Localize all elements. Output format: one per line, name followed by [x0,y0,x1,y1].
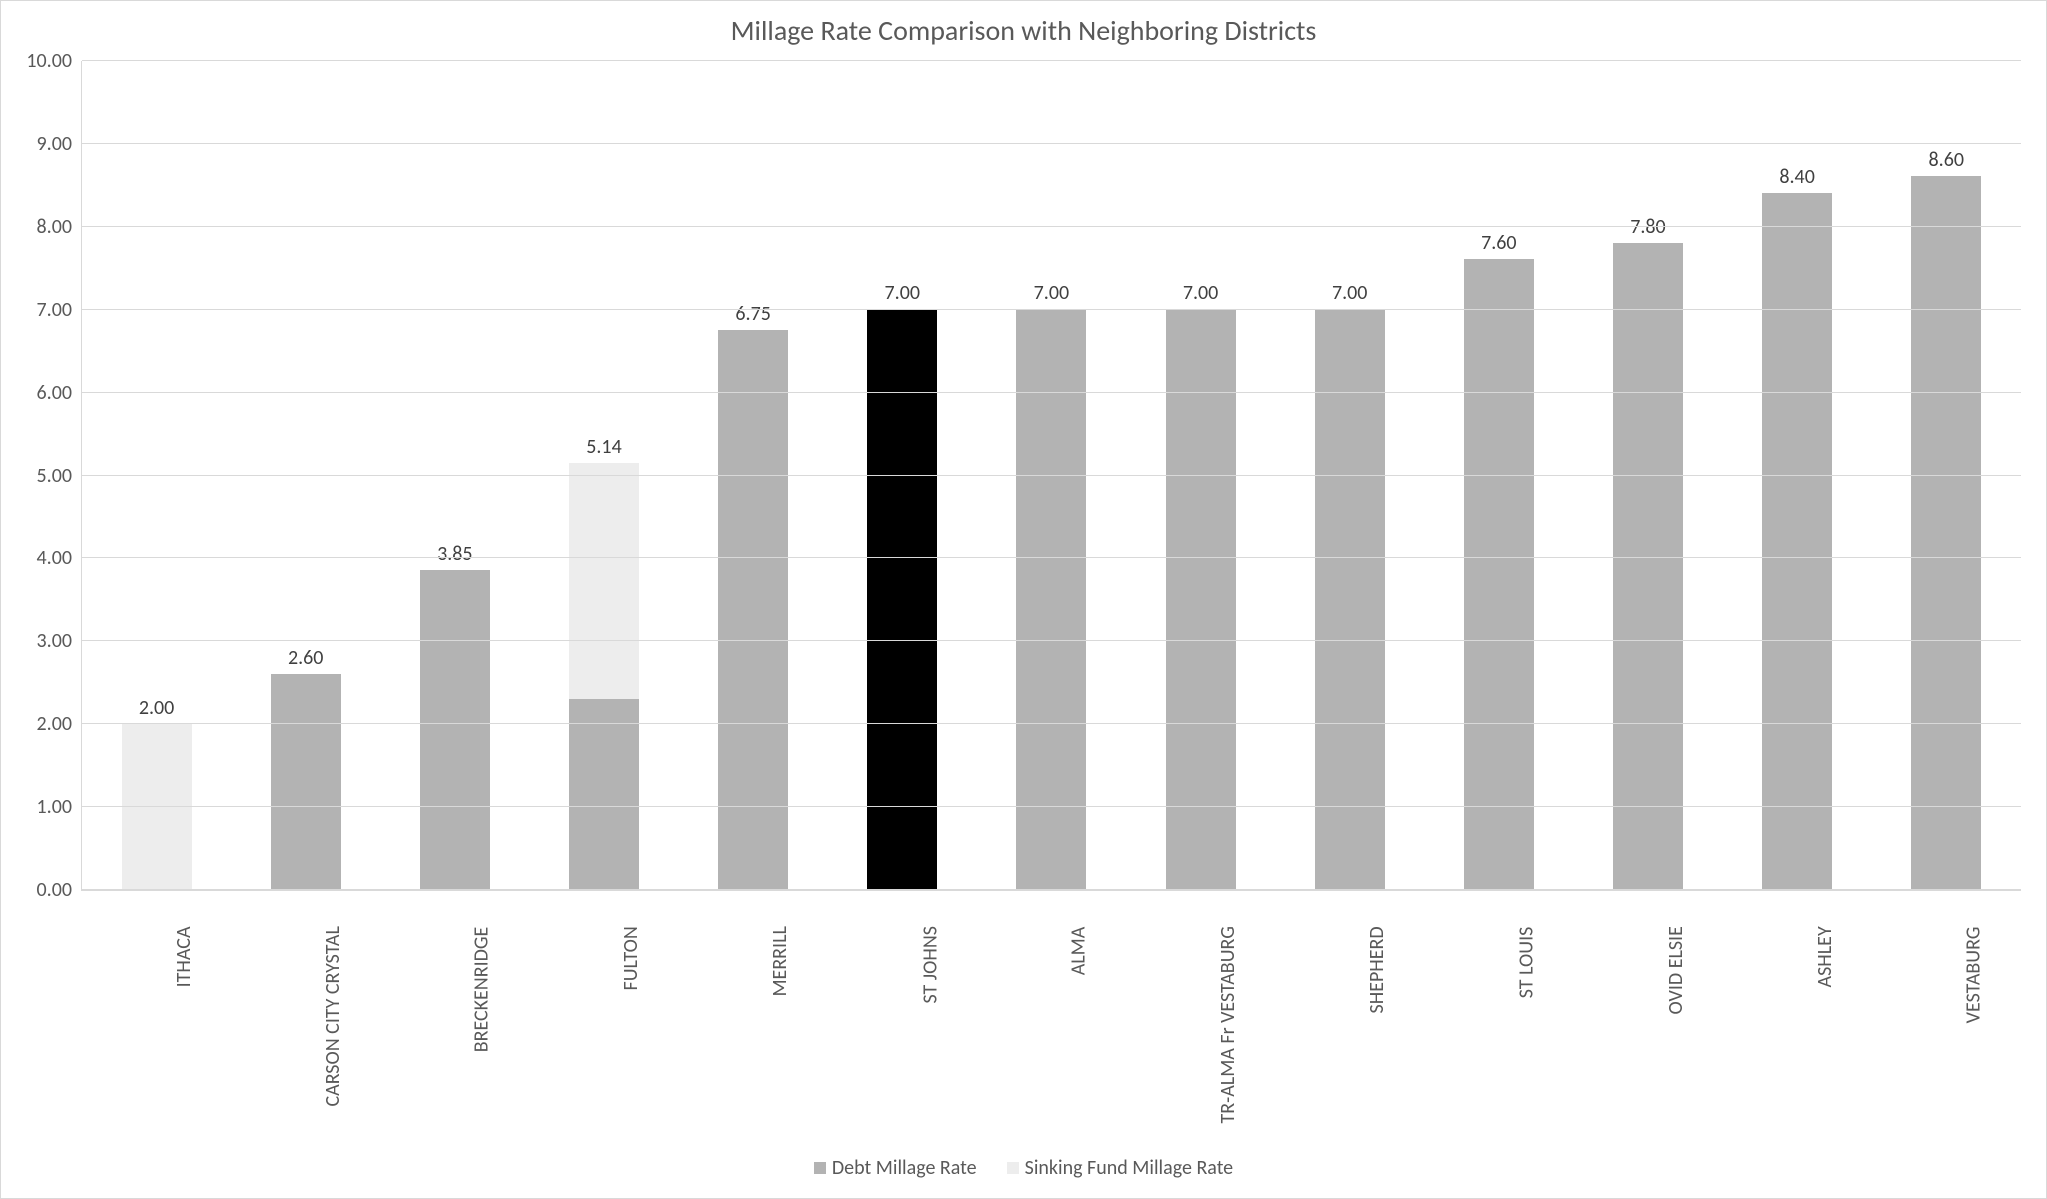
bar-stack: 2.60 [271,674,341,890]
legend: Debt Millage Rate Sinking Fund Millage R… [1,1156,2046,1180]
y-tick-label: 3.00 [37,629,82,653]
data-label: 7.00 [1183,281,1218,309]
y-tick-label: 4.00 [37,546,82,570]
bar-segment-debt [569,699,639,890]
gridline [82,889,2021,890]
bar-stack: 8.60 [1911,176,1981,890]
chart-container: Millage Rate Comparison with Neighboring… [0,0,2047,1199]
legend-label-sinking: Sinking Fund Millage Rate [1025,1156,1234,1180]
bar-segment-debt [1016,309,1086,890]
bar-stack: 7.80 [1613,243,1683,890]
bar-group: 8.40 [1762,193,1832,890]
bar-group: 7.00 [1166,309,1236,890]
data-label: 7.00 [1332,281,1367,309]
bar-segment-debt [867,309,937,890]
gridline [82,226,2021,227]
bar-stack: 7.00 [1166,309,1236,890]
data-label: 6.75 [735,302,770,330]
bar-group: 7.00 [1016,309,1086,890]
gridline [82,143,2021,144]
y-tick-label: 6.00 [37,381,82,405]
legend-item-debt: Debt Millage Rate [814,1156,977,1180]
bar-stack: 7.60 [1464,259,1534,890]
bar-group: 7.00 [1315,309,1385,890]
data-label: 8.40 [1779,165,1814,193]
y-tick-label: 7.00 [37,298,82,322]
data-label: 5.14 [586,435,621,463]
bar-segment-debt [271,674,341,890]
gridline [82,723,2021,724]
y-tick-label: 2.00 [37,712,82,736]
bar-stack: 8.40 [1762,193,1832,890]
y-tick-label: 1.00 [37,795,82,819]
y-tick-label: 10.00 [26,49,82,73]
data-label: 7.00 [1034,281,1069,309]
legend-swatch-debt [814,1162,826,1174]
bar-group: 7.80 [1613,243,1683,890]
bar-group: 7.00 [867,309,937,890]
data-label: 2.60 [288,646,323,674]
y-tick-label: 9.00 [37,132,82,156]
y-tick-label: 0.00 [37,878,82,902]
data-label: 7.00 [885,281,920,309]
data-label: 8.60 [1929,148,1964,176]
gridline [82,557,2021,558]
legend-swatch-sinking [1007,1162,1019,1174]
gridline [82,309,2021,310]
bar-segment-sinking [569,463,639,699]
bar-group: 2.60 [271,674,341,890]
gridline [82,60,2021,61]
data-label: 2.00 [139,696,174,724]
gridline [82,475,2021,476]
bar-segment-debt [1315,309,1385,890]
bar-group: 7.60 [1464,259,1534,890]
bar-stack: 5.14 [569,463,639,890]
gridline [82,640,2021,641]
data-label: 7.60 [1481,231,1516,259]
bar-group: 5.14 [569,463,639,890]
bar-segment-debt [1166,309,1236,890]
bars-area: 2.002.603.855.146.757.007.007.007.007.60… [82,61,2021,890]
y-tick-label: 8.00 [37,215,82,239]
bar-group: 3.85 [420,570,490,890]
bar-group: 8.60 [1911,176,1981,890]
chart-title: Millage Rate Comparison with Neighboring… [1,1,2046,56]
bar-segment-debt [1613,243,1683,890]
bar-segment-debt [1762,193,1832,890]
plot-area: 2.002.603.855.146.757.007.007.007.007.60… [81,61,2021,891]
bar-segment-debt [1911,176,1981,890]
gridline [82,806,2021,807]
bar-stack: 7.00 [1315,309,1385,890]
bar-segment-debt [420,570,490,890]
x-axis-labels: ITHACACARSON CITY CRYSTALBRECKENRIDGEFUL… [81,896,2021,1116]
legend-item-sinking: Sinking Fund Millage Rate [1007,1156,1234,1180]
gridline [82,392,2021,393]
bar-stack: 7.00 [867,309,937,890]
bar-segment-debt [1464,259,1534,890]
bar-stack: 3.85 [420,570,490,890]
y-tick-label: 5.00 [37,464,82,488]
bar-stack: 7.00 [1016,309,1086,890]
data-label: 7.80 [1630,215,1665,243]
legend-label-debt: Debt Millage Rate [832,1156,977,1180]
